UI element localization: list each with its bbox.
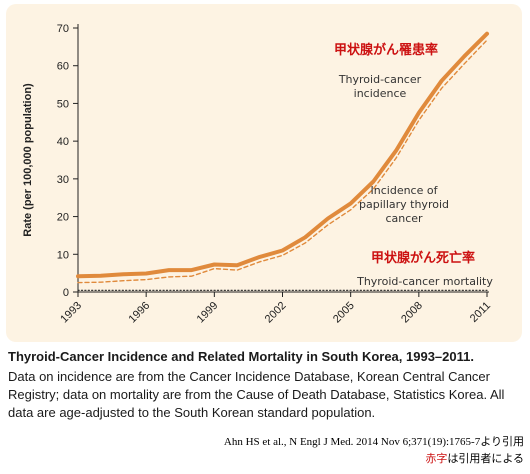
note: 赤字は引用者による [425, 450, 524, 466]
x-tick-label: 2011 [468, 300, 493, 325]
figure-caption-body: Data on incidence are from the Cancer In… [8, 369, 505, 420]
y-tick-label: 40 [57, 136, 69, 148]
series-line-1 [76, 31, 489, 279]
y-tick-label: 30 [57, 174, 69, 186]
x-tick-label: 1999 [195, 300, 221, 326]
y-axis-label: Rate (per 100,000 population) [22, 83, 34, 237]
note-highlight: 赤字 [425, 453, 448, 465]
note-rest: は引用者による [447, 453, 524, 465]
y-tick-label: 60 [57, 61, 69, 73]
x-tick-label: 1993 [58, 300, 84, 326]
chart-annotation: 甲状腺がん罹患率 [334, 42, 438, 58]
x-tick-label: 2008 [399, 300, 425, 326]
y-tick-label: 50 [57, 98, 69, 110]
citation: Ahn HS et al., N Engl J Med. 2014 Nov 6;… [223, 436, 524, 448]
x-tick-label: 2005 [331, 300, 357, 326]
x-tick-label: 2002 [263, 300, 289, 326]
y-tick-label: 10 [57, 249, 69, 261]
figure-caption-title: Thyroid-Cancer Incidence and Related Mor… [8, 349, 474, 364]
chart-annotation: 甲状腺がん死亡率 [371, 250, 475, 266]
x-tick-label: 1996 [126, 300, 152, 326]
chart-annotation: Thyroid-cancer incidence [338, 73, 422, 100]
chart-annotation: Thyroid-cancer mortality [356, 275, 493, 288]
chart: 0 10 20 30 40 50 60 70 1993 1996 1999 2002 2005 2008 2… [22, 23, 493, 326]
series-line-2 [77, 39, 488, 284]
y-tick-label: 20 [57, 212, 69, 224]
chart-annotation: Incidence of papillary thyroid cancer [359, 184, 449, 225]
y-tick-label: 0 [63, 287, 69, 299]
chart-panel [6, 4, 522, 342]
y-tick-label: 70 [57, 23, 69, 35]
